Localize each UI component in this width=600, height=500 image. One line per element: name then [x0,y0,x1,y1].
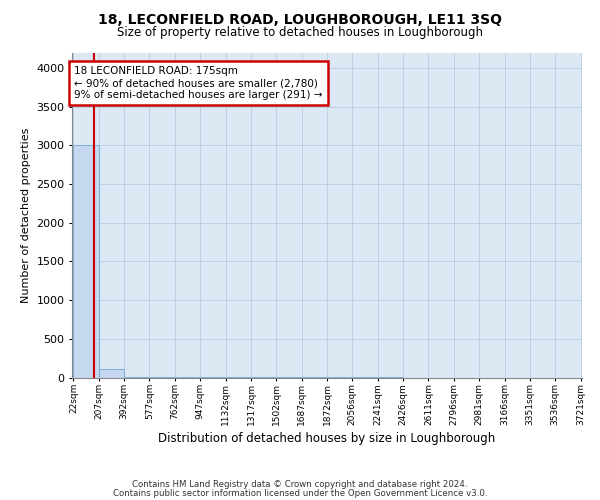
Text: 18 LECONFIELD ROAD: 175sqm
← 90% of detached houses are smaller (2,780)
9% of se: 18 LECONFIELD ROAD: 175sqm ← 90% of deta… [74,66,323,100]
Bar [73,146,99,378]
Bar [124,376,149,378]
Text: Contains public sector information licensed under the Open Government Licence v3: Contains public sector information licen… [113,488,487,498]
Y-axis label: Number of detached properties: Number of detached properties [20,128,31,302]
X-axis label: Distribution of detached houses by size in Loughborough: Distribution of detached houses by size … [158,432,496,445]
Text: Contains HM Land Registry data © Crown copyright and database right 2024.: Contains HM Land Registry data © Crown c… [132,480,468,489]
Text: Size of property relative to detached houses in Loughborough: Size of property relative to detached ho… [117,26,483,39]
Bar [99,368,124,378]
Text: 18, LECONFIELD ROAD, LOUGHBOROUGH, LE11 3SQ: 18, LECONFIELD ROAD, LOUGHBOROUGH, LE11 … [98,12,502,26]
